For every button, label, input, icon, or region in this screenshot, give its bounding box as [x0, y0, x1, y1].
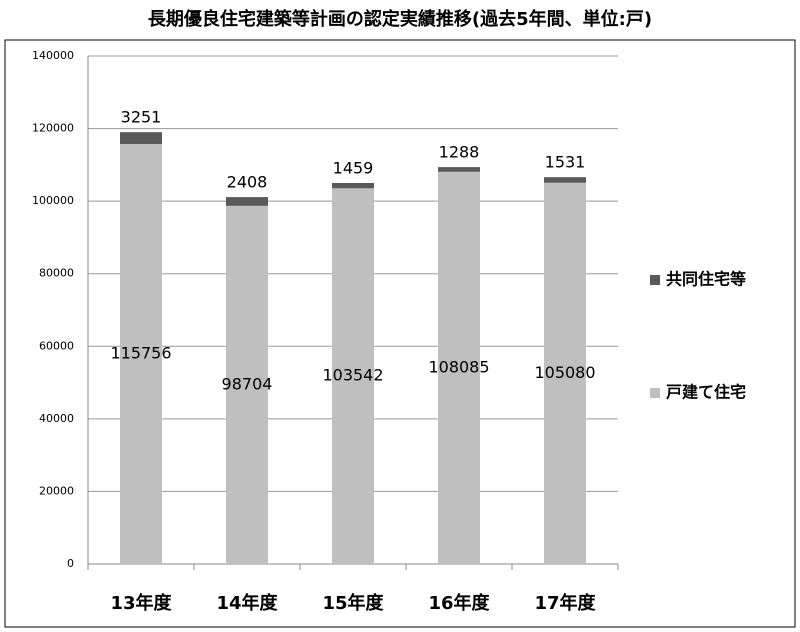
bar-segment	[544, 182, 586, 564]
legend-label: 共同住宅等	[666, 270, 746, 289]
y-tick-label: 0	[67, 557, 74, 570]
bar-segment	[120, 143, 162, 565]
data-label: 105080	[534, 363, 595, 382]
data-label: 103542	[322, 366, 383, 385]
y-tick-label: 80000	[39, 267, 74, 280]
data-label: 2408	[227, 173, 268, 192]
y-tick-label: 120000	[32, 122, 74, 135]
x-tick-label: 14年度	[216, 592, 278, 614]
data-label: 98704	[222, 374, 273, 393]
bar-segment	[332, 182, 374, 189]
bar-segment	[226, 205, 268, 564]
bar-segment	[438, 171, 480, 565]
bar-segment	[120, 132, 162, 144]
chart-border	[4, 39, 796, 628]
bar-segment	[332, 188, 374, 564]
x-tick-label: 13年度	[110, 592, 172, 614]
y-tick-label: 60000	[39, 339, 74, 352]
data-label: 115756	[110, 343, 171, 362]
y-tick-label: 40000	[39, 412, 74, 425]
legend-label: 戸建て住宅	[666, 383, 746, 402]
x-tick-label: 17年度	[534, 592, 596, 614]
y-tick-label: 100000	[32, 194, 74, 207]
data-label: 1288	[439, 143, 480, 162]
x-tick-label: 16年度	[428, 592, 490, 614]
bar-segment	[438, 167, 480, 172]
data-label: 1531	[545, 153, 586, 172]
legend-swatch	[650, 275, 660, 285]
x-tick-label: 15年度	[322, 592, 384, 614]
bar-segment	[226, 197, 268, 206]
data-label: 1459	[333, 158, 374, 177]
data-label: 108085	[428, 357, 489, 376]
data-label: 3251	[121, 108, 162, 127]
y-tick-label: 20000	[39, 484, 74, 497]
y-tick-label: 140000	[32, 49, 74, 62]
chart-title: 長期優良住宅建築等計画の認定実績推移(過去5年間、単位:戸)	[148, 8, 652, 30]
bar-segment	[544, 177, 586, 183]
legend-swatch	[650, 388, 660, 398]
